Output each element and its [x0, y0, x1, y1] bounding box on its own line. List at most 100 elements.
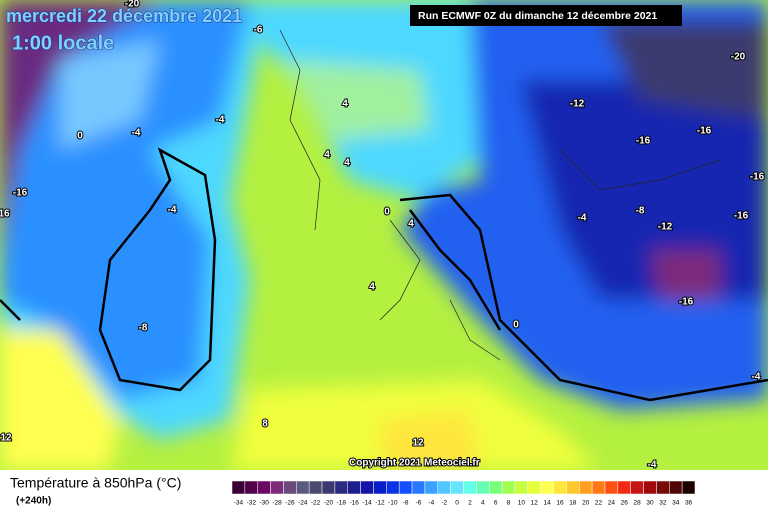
run-box: [410, 5, 682, 26]
contour-label: 4: [342, 99, 348, 110]
scale-label: 34: [672, 500, 680, 507]
scale-label: 12: [531, 500, 539, 507]
scale-swatch: [488, 480, 503, 495]
contour-label: -4: [578, 213, 587, 224]
scale-label: 28: [634, 500, 642, 507]
contour-label: 4: [408, 219, 414, 230]
scale-label: 32: [659, 500, 667, 507]
scale-swatch: [270, 480, 284, 495]
zero-isotherm: [0, 147, 768, 402]
scale-label: 20: [582, 500, 590, 507]
color-scale: -34 -32 -30 -28 -26 -24 -22 -20 -18 -16 -14 -12 -10-…: [231, 480, 696, 507]
scale-label: 16: [556, 500, 564, 507]
scale-label: -10: [388, 500, 398, 507]
scale-swatch: [501, 480, 516, 495]
contour-label: 16: [0, 209, 10, 220]
scale-swatch: [257, 480, 271, 495]
contour-label: -4: [132, 128, 141, 139]
scale-swatch: [540, 480, 554, 495]
scale-swatch: [450, 480, 464, 495]
contour-label: 0: [77, 131, 83, 142]
contour-label: 4: [344, 158, 350, 169]
scale-swatch: [373, 480, 387, 495]
scale-label: 24: [608, 500, 616, 507]
coastline: [279, 29, 721, 361]
contour-label: -16: [13, 188, 28, 199]
scale-swatch: [437, 480, 451, 495]
scale-label: -14: [362, 500, 372, 507]
contour-label: -8: [139, 323, 148, 334]
scale-label: 10: [518, 500, 526, 507]
contour-label: -16: [679, 297, 694, 308]
copyright: Copyright 2021 Meteociel.fr: [349, 458, 480, 469]
scale-swatch: [231, 480, 246, 495]
scale-swatch: [347, 480, 361, 495]
scale-label: -18: [337, 500, 347, 507]
contour-label: -8: [636, 206, 645, 217]
contour-label: 4: [369, 282, 375, 293]
scale-swatch: [296, 480, 310, 495]
contour-label: -16: [750, 172, 765, 183]
scale-swatch: [630, 480, 644, 495]
contour-label: 12: [412, 438, 424, 449]
scale-label: -32: [247, 500, 257, 507]
scale-swatch: [681, 480, 696, 495]
scale-swatch: [656, 480, 670, 495]
scale-label: -22: [311, 500, 321, 507]
scale-swatch: [514, 480, 529, 495]
contour-label: -16: [636, 136, 651, 147]
scale-swatch: [566, 480, 580, 495]
contour-label: 8: [262, 419, 268, 430]
scale-label: -24: [298, 500, 308, 507]
contour-label: -20: [125, 0, 140, 10]
scale-label: 8: [507, 500, 511, 507]
contour-label: -16: [734, 211, 749, 222]
contour-label: -4: [648, 460, 657, 471]
scale-label: 36: [685, 500, 693, 507]
run-info: Run ECMWF 0Z du dimanche 12 décembre 202…: [418, 10, 657, 22]
forecast-time: 1:00 locale: [12, 32, 114, 54]
scale-label: -12: [375, 500, 385, 507]
scale-swatch: [463, 480, 477, 495]
scale-label: 18: [569, 500, 577, 507]
scale-swatch: [321, 480, 336, 495]
contour-label: -12: [570, 99, 585, 110]
scale-swatch: [617, 480, 631, 495]
scale-label: 22: [595, 500, 603, 507]
contour-label: -12: [658, 222, 673, 233]
scale-swatch: [527, 480, 541, 495]
scale-swatch: [553, 480, 567, 495]
scale-label: -6: [416, 500, 422, 507]
scale-swatch: [334, 480, 348, 495]
legend-title: Température à 850hPa (°C): [10, 475, 181, 491]
lead-time: (+240h): [16, 496, 51, 507]
scale-swatch: [283, 480, 297, 495]
scale-label: 26: [621, 500, 629, 507]
temperature-field: [0, 0, 768, 470]
scale-label: -26: [285, 500, 295, 507]
scale-label: -2: [441, 500, 447, 507]
forecast-date: mercredi 22 décembre 2021: [6, 6, 242, 26]
scale-label: 0: [455, 500, 459, 507]
scale-swatch: [411, 480, 426, 495]
contour-label: 0: [384, 207, 390, 218]
scale-swatch: [669, 480, 683, 495]
contour-label: -16: [697, 126, 712, 137]
scale-swatch: [308, 480, 323, 495]
scale-label: 4: [481, 500, 485, 507]
scale-label: -30: [259, 500, 269, 507]
scale-swatch: [591, 480, 606, 495]
scale-swatch: [579, 480, 593, 495]
scale-swatch: [398, 480, 413, 495]
scale-swatch: [360, 480, 374, 495]
scale-swatch: [476, 480, 490, 495]
scale-label: 6: [494, 500, 498, 507]
scale-swatch: [244, 480, 258, 495]
contour-label: 4: [324, 150, 330, 161]
scale-label: 14: [543, 500, 551, 507]
contour-label: -4: [168, 205, 177, 216]
contour-label: -6: [254, 25, 263, 36]
scale-label: -4: [428, 500, 434, 507]
